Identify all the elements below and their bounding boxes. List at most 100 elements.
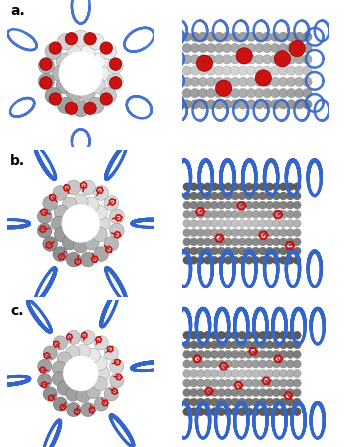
Circle shape bbox=[287, 100, 296, 109]
Circle shape bbox=[265, 247, 273, 255]
Circle shape bbox=[65, 102, 78, 114]
Circle shape bbox=[231, 398, 239, 406]
Circle shape bbox=[263, 43, 272, 53]
Circle shape bbox=[230, 89, 240, 98]
Circle shape bbox=[265, 256, 273, 264]
Circle shape bbox=[52, 65, 68, 82]
Circle shape bbox=[214, 77, 224, 87]
Circle shape bbox=[279, 341, 287, 349]
Circle shape bbox=[238, 238, 246, 246]
Circle shape bbox=[203, 341, 212, 349]
Circle shape bbox=[245, 247, 253, 255]
Circle shape bbox=[224, 238, 232, 246]
Circle shape bbox=[271, 89, 280, 98]
Circle shape bbox=[95, 216, 110, 231]
Circle shape bbox=[56, 53, 72, 69]
Circle shape bbox=[52, 372, 66, 386]
Circle shape bbox=[66, 46, 83, 62]
Circle shape bbox=[96, 367, 110, 380]
Circle shape bbox=[279, 256, 287, 264]
Circle shape bbox=[196, 55, 213, 72]
Circle shape bbox=[245, 192, 253, 200]
Circle shape bbox=[252, 256, 260, 264]
Circle shape bbox=[214, 66, 224, 75]
Circle shape bbox=[295, 55, 304, 64]
Circle shape bbox=[94, 336, 108, 350]
Circle shape bbox=[279, 100, 288, 109]
Circle shape bbox=[259, 350, 267, 358]
Circle shape bbox=[51, 216, 66, 231]
Circle shape bbox=[182, 100, 192, 109]
Circle shape bbox=[190, 229, 198, 236]
Circle shape bbox=[293, 238, 301, 246]
Circle shape bbox=[287, 55, 296, 64]
Circle shape bbox=[104, 346, 118, 360]
Circle shape bbox=[45, 88, 61, 104]
Circle shape bbox=[94, 397, 108, 411]
Circle shape bbox=[217, 183, 225, 191]
Circle shape bbox=[238, 192, 246, 200]
Circle shape bbox=[224, 350, 232, 358]
Circle shape bbox=[272, 201, 280, 209]
Circle shape bbox=[231, 238, 239, 246]
Circle shape bbox=[272, 183, 280, 191]
Circle shape bbox=[230, 100, 240, 109]
Circle shape bbox=[57, 352, 71, 366]
Circle shape bbox=[204, 211, 211, 218]
Circle shape bbox=[252, 211, 260, 218]
Circle shape bbox=[238, 89, 248, 98]
Circle shape bbox=[190, 331, 198, 339]
Circle shape bbox=[271, 100, 280, 109]
Circle shape bbox=[224, 341, 232, 349]
Circle shape bbox=[190, 219, 198, 228]
Circle shape bbox=[286, 331, 294, 339]
Circle shape bbox=[224, 369, 232, 378]
Circle shape bbox=[238, 379, 246, 387]
Circle shape bbox=[203, 360, 212, 368]
Circle shape bbox=[259, 211, 266, 218]
Circle shape bbox=[293, 360, 301, 368]
Circle shape bbox=[252, 247, 260, 255]
Circle shape bbox=[183, 247, 191, 255]
Circle shape bbox=[210, 331, 219, 339]
Circle shape bbox=[231, 369, 239, 378]
Circle shape bbox=[286, 360, 294, 368]
Circle shape bbox=[224, 360, 232, 368]
Circle shape bbox=[104, 236, 119, 251]
Circle shape bbox=[203, 398, 212, 406]
Circle shape bbox=[293, 192, 301, 200]
Circle shape bbox=[198, 32, 208, 42]
Circle shape bbox=[197, 238, 205, 246]
Circle shape bbox=[265, 238, 273, 246]
Circle shape bbox=[183, 379, 191, 387]
Circle shape bbox=[252, 229, 260, 236]
Circle shape bbox=[286, 408, 294, 416]
Circle shape bbox=[67, 330, 81, 345]
Circle shape bbox=[245, 211, 253, 218]
Circle shape bbox=[183, 369, 191, 378]
Circle shape bbox=[197, 256, 205, 264]
Circle shape bbox=[84, 102, 96, 114]
Circle shape bbox=[255, 77, 264, 87]
Circle shape bbox=[245, 341, 253, 349]
Circle shape bbox=[295, 89, 304, 98]
Circle shape bbox=[217, 379, 225, 387]
Circle shape bbox=[287, 32, 296, 42]
Circle shape bbox=[230, 66, 240, 75]
Circle shape bbox=[259, 238, 266, 246]
Circle shape bbox=[259, 256, 266, 264]
Circle shape bbox=[259, 201, 266, 209]
Circle shape bbox=[197, 219, 205, 228]
Circle shape bbox=[182, 77, 192, 87]
Circle shape bbox=[252, 183, 260, 191]
Circle shape bbox=[203, 369, 212, 378]
Circle shape bbox=[265, 360, 273, 368]
Circle shape bbox=[245, 183, 253, 191]
Circle shape bbox=[272, 341, 280, 349]
Circle shape bbox=[231, 379, 239, 387]
Circle shape bbox=[183, 341, 191, 349]
Circle shape bbox=[252, 408, 260, 416]
Circle shape bbox=[245, 360, 253, 368]
Circle shape bbox=[65, 33, 78, 45]
Circle shape bbox=[211, 192, 218, 200]
